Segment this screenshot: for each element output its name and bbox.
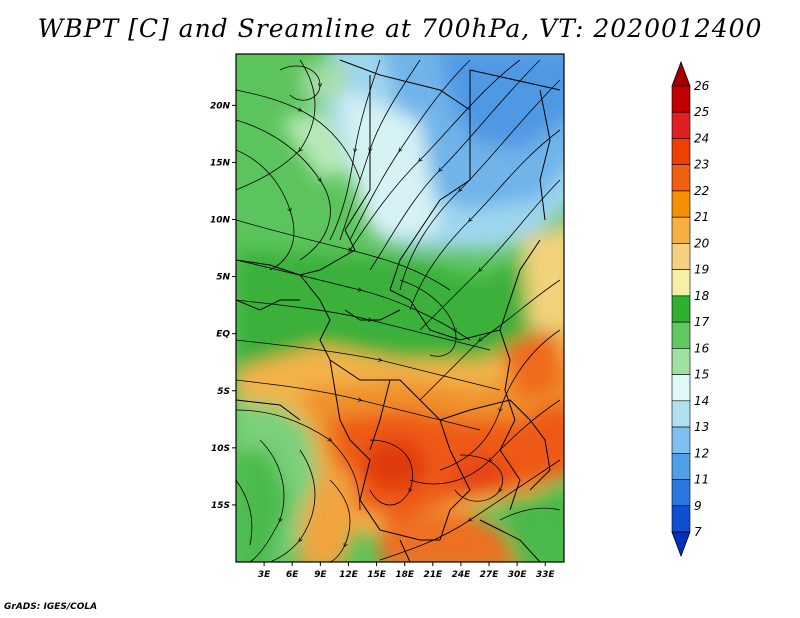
colorbar-box (671, 374, 691, 402)
colorbar-label: 11 (694, 473, 709, 487)
colorbar-box (671, 190, 691, 218)
lat-tick-label: 10S (211, 444, 230, 454)
lat-tick-label: 15S (211, 501, 230, 511)
colorbar-label: 25 (694, 105, 709, 119)
map-frame (235, 53, 565, 563)
colorbar-label: 16 (694, 341, 710, 355)
colorbar-box (671, 505, 691, 533)
colorbar-top-triangle (671, 60, 691, 87)
lon-tick-label: 18E (395, 570, 415, 580)
colorbar-label: 26 (694, 79, 710, 93)
lon-tick-label: 9E (314, 570, 327, 580)
colorbar-box (671, 452, 691, 480)
lon-tick-label: 15E (367, 570, 387, 580)
colorbar-box (671, 216, 691, 244)
lon-tick-label: 27E (480, 570, 500, 580)
lat-tick-label: 15N (210, 158, 231, 168)
colorbar-box (671, 295, 691, 323)
lon-tick-label: 30E (508, 570, 528, 580)
colorbar-label: 23 (694, 158, 709, 172)
colorbar-box (671, 426, 691, 454)
colorbar-label: 22 (694, 184, 709, 198)
colorbar-label: 12 (694, 446, 709, 460)
latitude-axis: 20N 15N 10N 5N EQ 5S 10S 15S (210, 101, 236, 511)
wbpt-field (236, 54, 564, 562)
lat-tick-label: 10N (210, 216, 231, 226)
colorbar-label: 15 (694, 368, 709, 382)
colorbar-box (671, 138, 691, 166)
colorbar: 26 25 24 23 22 21 20 19 18 17 16 15 14 13 12 11 9 7 (671, 60, 710, 558)
colorbar-label: 19 (694, 263, 709, 277)
longitude-axis: 3E 6E 9E 12E 15E 18E 21E 24E 27E 30E 33E (258, 562, 556, 580)
map-title: WBPT [C] and Sreamline at 700hPa, VT: 20… (37, 14, 763, 43)
colorbar-box (671, 269, 691, 297)
colorbar-box (671, 400, 691, 428)
colorbar-box (671, 348, 691, 375)
colorbar-label: 21 (694, 210, 709, 224)
lon-tick-label: 33E (536, 570, 556, 580)
lat-tick-label: 20N (210, 101, 231, 111)
lat-tick-label: 5S (217, 387, 230, 397)
colorbar-box (671, 164, 691, 192)
colorbar-label: 14 (694, 394, 709, 408)
lat-tick-label: 5N (216, 273, 230, 283)
lon-tick-label: 12E (339, 570, 359, 580)
lon-tick-label: 24E (452, 570, 472, 580)
lon-tick-label: 21E (423, 570, 443, 580)
colorbar-box (671, 85, 691, 113)
lon-tick-label: 6E (286, 570, 299, 580)
country-borders (236, 59, 561, 562)
colorbar-label: 9 (694, 499, 702, 513)
colorbar-box (671, 321, 691, 349)
lon-tick-label: 3E (258, 570, 271, 580)
streamlines (236, 59, 561, 562)
colorbar-label: 7 (694, 525, 702, 539)
lat-tick-label: EQ (216, 330, 230, 340)
colorbar-bottom-triangle (671, 531, 691, 558)
colorbar-box (671, 111, 691, 139)
colorbar-box (671, 479, 691, 507)
footer-credit: GrADS: IGES/COLA (4, 602, 98, 612)
colorbar-label: 17 (694, 315, 710, 329)
colorbar-label: 24 (694, 131, 709, 145)
colorbar-box (671, 243, 691, 270)
colorbar-label: 13 (694, 420, 709, 434)
colorbar-label: 20 (694, 236, 710, 250)
colorbar-label: 18 (694, 289, 710, 303)
